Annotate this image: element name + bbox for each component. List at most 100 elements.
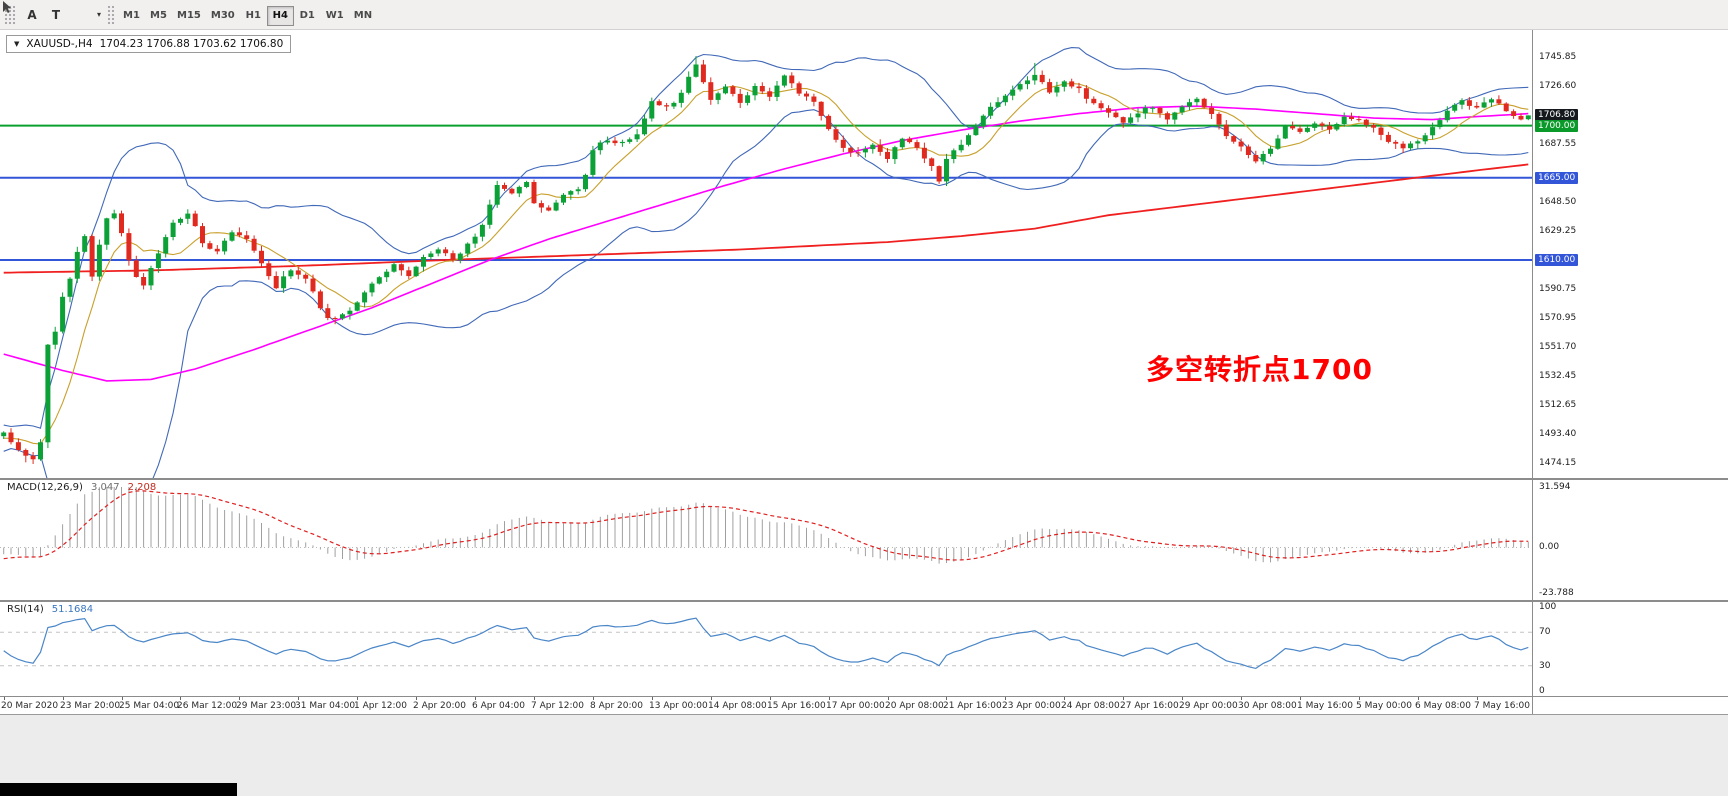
- time-label: 8 Apr 20:00: [590, 701, 643, 711]
- timeframe-m5-button[interactable]: M5: [145, 6, 172, 26]
- price-tick-label: 1726.60: [1539, 81, 1577, 91]
- timeframe-d1-button[interactable]: D1: [294, 6, 321, 26]
- price-axis[interactable]: 1745.85 1726.60 1687.55 1648.50 1629.25 1590.…: [1532, 30, 1728, 714]
- price-badge: 1610.00: [1535, 254, 1579, 266]
- time-axis-border: [0, 696, 1728, 697]
- time-label: 23 Apr 00:00: [1002, 701, 1061, 711]
- timeframe-w1-button[interactable]: W1: [321, 6, 349, 26]
- time-tick: [1005, 697, 1006, 700]
- macd-tick-label: -23.788: [1539, 588, 1574, 598]
- panel-splitter-macd[interactable]: [0, 478, 1728, 480]
- time-tick: [4, 697, 5, 700]
- price-tick-label: 1629.25: [1539, 226, 1577, 236]
- time-label: 1 Apr 12:00: [354, 701, 407, 711]
- price-tick-label: 1648.50: [1539, 197, 1577, 207]
- text-tool-a-button[interactable]: A: [21, 4, 43, 26]
- rsi-value: 51.1684: [51, 604, 94, 615]
- price-chart-panel[interactable]: ▼ XAUUSD-,H4 1704.23 1706.88 1703.62 170…: [0, 30, 1532, 478]
- timeframe-h4-button[interactable]: H4: [266, 5, 294, 26]
- price-chart-canvas[interactable]: [0, 30, 1532, 478]
- timeframe-m30-button[interactable]: M30: [206, 6, 240, 26]
- time-tick: [63, 697, 64, 700]
- time-tick: [1418, 697, 1419, 700]
- label-tool-t-button[interactable]: T: [45, 4, 67, 26]
- time-tick: [416, 697, 417, 700]
- time-tick: [1123, 697, 1124, 700]
- price-badge: 1665.00: [1535, 172, 1579, 184]
- price-tick-label: 1687.55: [1539, 139, 1577, 149]
- chart-annotation-text: 多空转折点1700: [1146, 353, 1373, 386]
- time-tick: [829, 697, 830, 700]
- collapse-arrow-icon[interactable]: ▼: [14, 40, 20, 48]
- time-tick: [357, 697, 358, 700]
- time-tick: [1064, 697, 1065, 700]
- time-tick: [180, 697, 181, 700]
- time-tick: [711, 697, 712, 700]
- time-tick: [1359, 697, 1360, 700]
- time-label: 17 Apr 00:00: [826, 701, 885, 711]
- macd-tick-label: 31.594: [1539, 482, 1571, 492]
- window-bottom-border: [0, 714, 1728, 715]
- time-tick: [1241, 697, 1242, 700]
- macd-label: MACD(12,26,9) 3.047 2.208: [7, 482, 156, 493]
- timeframe-group: M1 M5 M15 M30 H1 H4 D1 W1 MN: [118, 3, 377, 26]
- time-tick: [652, 697, 653, 700]
- price-tick-label: 1512.65: [1539, 400, 1577, 410]
- time-label: 1 May 16:00: [1297, 701, 1353, 711]
- macd-panel[interactable]: MACD(12,26,9) 3.047 2.208: [0, 480, 1532, 600]
- time-label: 13 Apr 00:00: [649, 701, 708, 711]
- time-label: 5 May 00:00: [1356, 701, 1412, 711]
- price-tick-label: 1570.95: [1539, 313, 1577, 323]
- time-label: 25 Mar 04:00: [119, 701, 180, 711]
- panel-splitter-rsi[interactable]: [0, 600, 1728, 602]
- macd-signal-value: 2.208: [127, 482, 157, 493]
- toolbar: A T ▾ M1 M5 M15 M30 H1 H4 D1 W1 MN: [0, 0, 1728, 30]
- rsi-tick-label: 100: [1539, 602, 1557, 612]
- price-tick-label: 1474.15: [1539, 458, 1577, 468]
- price-tick-label: 1590.75: [1539, 284, 1577, 294]
- symbol-timeframe-text: XAUUSD-,H4: [26, 38, 93, 50]
- taskbar-fragment: [0, 783, 237, 796]
- time-axis[interactable]: 20 Mar 2020 23 Mar 20:00 25 Mar 04:00 26 Ma…: [0, 697, 1532, 714]
- timeframe-m15-button[interactable]: M15: [172, 6, 206, 26]
- bottom-empty-area: [0, 715, 1728, 796]
- tool-dropdown-button[interactable]: ▾: [93, 4, 105, 26]
- rsi-tick-label: 0: [1539, 686, 1545, 696]
- time-label: 6 May 08:00: [1415, 701, 1471, 711]
- price-tick-label: 1493.40: [1539, 429, 1577, 439]
- price-tick-label: 1745.85: [1539, 52, 1577, 62]
- timeframe-m1-button[interactable]: M1: [118, 6, 145, 26]
- price-tick-label: 1551.70: [1539, 342, 1577, 352]
- time-label: 27 Apr 16:00: [1120, 701, 1179, 711]
- time-tick: [1477, 697, 1478, 700]
- macd-canvas: [0, 487, 1532, 564]
- cursor-tool-button[interactable]: [3, 1, 91, 26]
- time-tick: [475, 697, 476, 700]
- time-tick: [239, 697, 240, 700]
- time-label: 21 Apr 16:00: [943, 701, 1002, 711]
- timeframe-mn-button[interactable]: MN: [349, 6, 377, 26]
- rsi-tick-label: 70: [1539, 627, 1551, 637]
- time-label: 31 Mar 04:00: [295, 701, 356, 711]
- time-label: 15 Apr 16:00: [767, 701, 826, 711]
- time-label: 20 Apr 08:00: [885, 701, 944, 711]
- rsi-panel[interactable]: RSI(14) 51.1684: [0, 602, 1532, 696]
- time-tick: [1300, 697, 1301, 700]
- rsi-title: RSI(14): [7, 604, 44, 615]
- time-label: 29 Apr 00:00: [1179, 701, 1238, 711]
- price-badge: 1700.00: [1535, 120, 1579, 132]
- time-tick: [122, 697, 123, 700]
- timeframe-h1-button[interactable]: H1: [240, 6, 267, 26]
- time-label: 6 Apr 04:00: [472, 701, 525, 711]
- price-tick-label: 1532.45: [1539, 371, 1577, 381]
- time-label: 7 Apr 12:00: [531, 701, 584, 711]
- timeframe-toolbar-handle[interactable]: [107, 4, 114, 25]
- time-label: 26 Mar 12:00: [177, 701, 238, 711]
- time-tick: [770, 697, 771, 700]
- time-label: 20 Mar 2020: [1, 701, 59, 711]
- time-tick: [298, 697, 299, 700]
- price-badge: 1706.80: [1535, 109, 1579, 121]
- macd-tick-label: 0.00: [1539, 542, 1560, 552]
- time-tick: [534, 697, 535, 700]
